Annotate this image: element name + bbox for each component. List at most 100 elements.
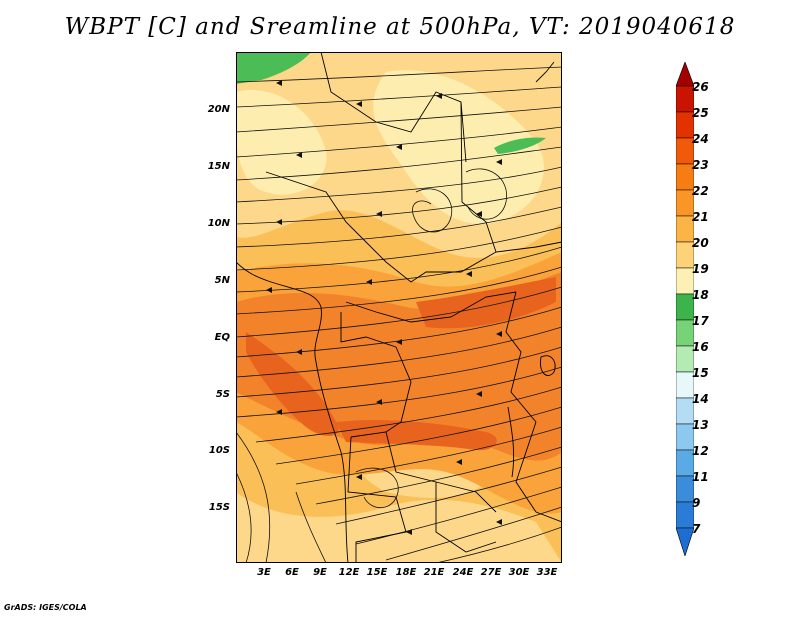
border bbox=[435, 482, 497, 553]
map-title: WBPT [C] and Sreamline at 500hPa, VT: 20… bbox=[64, 14, 736, 40]
grads-credit: GrADS: IGES/COLA bbox=[4, 603, 87, 612]
colorbar-label-19: 19 bbox=[692, 262, 709, 276]
streamline-arrow bbox=[296, 349, 302, 355]
colorbar-label-14: 14 bbox=[692, 392, 709, 406]
streamline bbox=[236, 286, 562, 338]
lat-label-10s: 10S bbox=[208, 445, 230, 456]
colorbar-label-26: 26 bbox=[692, 80, 709, 94]
colorbar-label-16: 16 bbox=[692, 340, 709, 354]
streamline bbox=[236, 366, 562, 418]
colorbar-label-11: 11 bbox=[692, 470, 709, 484]
border bbox=[265, 171, 387, 263]
country-borders bbox=[236, 52, 562, 563]
streamline-arrow bbox=[376, 399, 382, 405]
lake-victoria bbox=[540, 355, 556, 376]
streamline bbox=[435, 526, 562, 563]
colorbar-bottom-arrow bbox=[675, 527, 695, 557]
border bbox=[535, 61, 555, 83]
streamline bbox=[275, 406, 562, 465]
colorbar-label-17: 17 bbox=[692, 314, 709, 328]
streamline-arrow bbox=[276, 219, 282, 225]
lat-label-10n: 10N bbox=[207, 218, 230, 229]
lon-label-12e: 12E bbox=[338, 567, 360, 578]
streamline-arrow bbox=[366, 279, 372, 285]
lat-label-eq: EQ bbox=[214, 332, 230, 343]
colorbar-svg bbox=[675, 61, 695, 557]
streamline bbox=[236, 326, 562, 378]
lat-label-5s: 5S bbox=[215, 389, 230, 400]
colorbar-label-25: 25 bbox=[692, 106, 709, 120]
lon-label-6e: 6E bbox=[285, 567, 299, 578]
streamline-arrow bbox=[266, 287, 272, 293]
streamline-arrow bbox=[476, 211, 482, 217]
streamline bbox=[385, 506, 562, 561]
streamline bbox=[236, 431, 271, 563]
streamline bbox=[236, 146, 562, 181]
lake-tanganyika bbox=[507, 406, 515, 478]
lon-label-15e: 15E bbox=[366, 567, 388, 578]
colorbar-label-13: 13 bbox=[692, 418, 709, 432]
colorbar-label-7: 7 bbox=[692, 522, 701, 536]
lon-label-18e: 18E bbox=[395, 567, 417, 578]
streamline bbox=[236, 166, 562, 203]
border bbox=[345, 291, 517, 323]
colorbar-label-23: 23 bbox=[692, 158, 709, 172]
wbpt-field-17-18-northwest bbox=[236, 52, 311, 84]
lat-label-15n: 15N bbox=[207, 161, 230, 172]
streamline-arrow bbox=[356, 101, 362, 107]
streamline bbox=[236, 66, 562, 83]
streamline-swirl bbox=[355, 467, 399, 509]
lon-label-9e: 9E bbox=[313, 567, 327, 578]
streamline bbox=[335, 466, 562, 525]
lon-label-33e: 33E bbox=[536, 567, 558, 578]
wbpt-field-18-19-north bbox=[373, 70, 544, 224]
border bbox=[505, 291, 537, 423]
streamline-arrow bbox=[496, 519, 502, 525]
streamline-arrow bbox=[406, 529, 412, 535]
streamline-arrow bbox=[276, 409, 282, 415]
lon-label-30e: 30E bbox=[508, 567, 530, 578]
lat-label-15s: 15S bbox=[208, 502, 230, 513]
colorbar-label-15: 15 bbox=[692, 366, 709, 380]
colorbar-label-21: 21 bbox=[692, 210, 709, 224]
streamline bbox=[236, 246, 562, 293]
streamline-arrows bbox=[266, 80, 502, 535]
map-panel bbox=[236, 52, 562, 563]
streamline-arrow bbox=[396, 339, 402, 345]
wbpt-field-17-18-northeast bbox=[494, 137, 546, 154]
streamline bbox=[236, 346, 562, 398]
border bbox=[515, 421, 562, 523]
streamline bbox=[315, 446, 562, 505]
colorbar-label-20: 20 bbox=[692, 236, 709, 250]
border bbox=[347, 436, 407, 563]
colorbar-label-12: 12 bbox=[692, 444, 709, 458]
lat-label-5n: 5N bbox=[214, 275, 230, 286]
streamlines bbox=[236, 66, 562, 563]
streamline-swirl bbox=[412, 188, 453, 233]
streamline-arrow bbox=[496, 331, 502, 337]
streamline bbox=[295, 426, 562, 485]
colorbar-label-24: 24 bbox=[692, 132, 709, 146]
streamline bbox=[236, 86, 562, 108]
lon-label-21e: 21E bbox=[423, 567, 445, 578]
colorbar-label-22: 22 bbox=[692, 184, 709, 198]
coastline-west bbox=[236, 261, 349, 563]
colorbar-label-18: 18 bbox=[692, 288, 709, 302]
streamline-arrow bbox=[456, 459, 462, 465]
streamline bbox=[255, 386, 562, 443]
streamline-arrow bbox=[496, 159, 502, 165]
streamline-arrow bbox=[436, 93, 442, 99]
border bbox=[340, 312, 397, 348]
colorbar-label-9: 9 bbox=[692, 496, 701, 510]
streamline bbox=[236, 126, 562, 158]
streamline-arrow bbox=[476, 391, 482, 397]
streamline bbox=[236, 186, 562, 225]
streamline-arrow bbox=[396, 144, 402, 150]
wbpt-streamline-map bbox=[236, 52, 562, 563]
streamline-arrow bbox=[276, 80, 282, 86]
streamline bbox=[295, 491, 327, 563]
streamline bbox=[236, 226, 562, 271]
lon-label-24e: 24E bbox=[452, 567, 474, 578]
lat-label-20n: 20N bbox=[207, 104, 230, 115]
streamline-arrow bbox=[296, 152, 302, 158]
